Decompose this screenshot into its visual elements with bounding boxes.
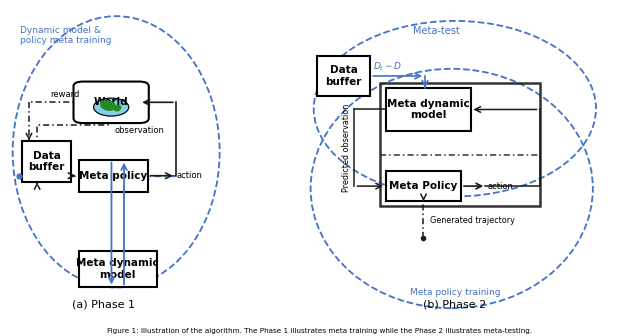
Text: Dynamic model &
policy meta training: Dynamic model & policy meta training: [20, 26, 112, 45]
Text: Meta Policy: Meta Policy: [389, 181, 458, 191]
FancyBboxPatch shape: [79, 251, 157, 287]
Text: reward: reward: [51, 90, 80, 99]
FancyBboxPatch shape: [79, 160, 148, 192]
FancyBboxPatch shape: [74, 82, 148, 123]
FancyBboxPatch shape: [386, 171, 461, 201]
Text: Meta policy: Meta policy: [79, 171, 147, 181]
Ellipse shape: [100, 101, 115, 110]
Text: Meta policy training: Meta policy training: [410, 288, 500, 297]
Text: action: action: [488, 181, 513, 191]
Ellipse shape: [114, 105, 121, 111]
Text: Data
buffer: Data buffer: [325, 65, 362, 87]
Text: Meta-test: Meta-test: [413, 26, 460, 36]
Text: (b) Phase 2: (b) Phase 2: [423, 300, 486, 310]
Text: World: World: [94, 97, 129, 107]
Text: Data
buffer: Data buffer: [28, 151, 65, 172]
FancyBboxPatch shape: [22, 140, 71, 182]
Text: Meta dynamic
model: Meta dynamic model: [387, 99, 470, 120]
Text: Meta dynamic
model: Meta dynamic model: [76, 258, 159, 280]
FancyBboxPatch shape: [386, 88, 470, 131]
Text: Predicted observation: Predicted observation: [342, 104, 351, 192]
Text: Figure 1: Illustration of the algorithm. The Phase 1 illustrates meta training w: Figure 1: Illustration of the algorithm.…: [108, 328, 532, 334]
Text: Generated trajectory: Generated trajectory: [430, 216, 515, 225]
FancyBboxPatch shape: [317, 56, 370, 96]
Text: action: action: [177, 171, 203, 180]
Text: observation: observation: [115, 126, 164, 135]
Circle shape: [93, 98, 129, 116]
Text: (a) Phase 1: (a) Phase 1: [72, 300, 135, 310]
Text: $D_t\sim D$: $D_t\sim D$: [373, 61, 403, 74]
